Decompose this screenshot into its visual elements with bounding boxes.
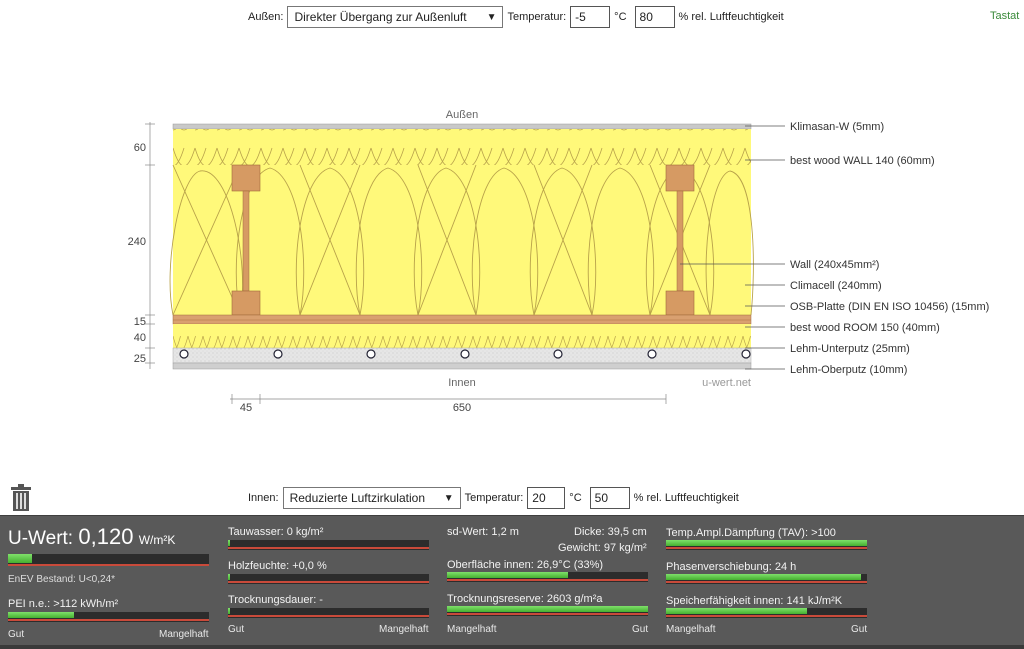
dim-left-3: 15 [134,316,146,328]
dim-left-2: 240 [128,236,146,248]
gewicht-label: Gewicht: 97 kg/m² [558,542,647,554]
scale-gut-3: Gut [632,624,649,635]
outside-temp-input[interactable]: -5 [570,6,611,28]
outside-humidity-input[interactable]: 80 [634,6,675,28]
uwert-bar [8,554,209,566]
wood-stud-right [665,164,695,316]
callout-lehm-unterputz: Lehm-Unterputz (25mm) [790,343,910,355]
layer-klimasan [172,123,752,130]
dim-bottom-1: 45 [240,402,252,414]
trash-icon[interactable] [9,484,33,512]
callout-bestwood-wall: best wood WALL 140 (60mm) [790,155,935,167]
dim-left-1: 60 [134,142,146,154]
speicher-label: Speicherfähigkeit innen: 141 kJ/m²K [666,595,843,607]
tauwasser-label: Tauwasser: 0 kg/m² [228,526,324,538]
trocknungsreserve-bar [447,606,648,616]
tav-bar [666,540,867,550]
scale-mangelhaft-1: Mangelhaft [159,629,209,640]
inside-condition-value: Reduzierte Luftzirkulation [289,491,425,505]
scale-gut-2: Gut [228,624,245,635]
layer-climacell [173,165,751,315]
scale-gut-4: Gut [851,624,868,635]
oberflaeche-label: Oberfläche innen: 26,9°C (33%) [447,559,604,571]
layer-osb [172,314,752,325]
outside-humidity-unit: % rel. Luftfeuchtigkeit [678,11,784,23]
heating-pipes [179,349,751,359]
scale-gut-1: Gut [8,629,25,640]
scale-mangelhaft-2: Mangelhaft [379,624,429,635]
holzfeuchte-bar [228,574,429,584]
callout-wall: Wall (240x45mm²) [790,259,879,271]
results-panel: U-Wert: 0,120 W/m²K EnEV Bestand: U<0,24… [0,515,1024,649]
trocknungsdauer-label: Trocknungsdauer: - [228,594,323,606]
inside-temp-input[interactable]: 20 [527,487,566,509]
pei-label: PEI n.e.: >112 kWh/m² [8,598,119,610]
uwert-display: U-Wert: 0,120 W/m²K [8,524,175,550]
inside-humidity-input[interactable]: 50 [589,487,630,509]
chevron-down-icon: ▼ [486,11,497,23]
uwert-value: 0,120 [78,524,134,549]
tastat-link[interactable]: Tastat [990,10,1020,22]
trocknungsreserve-label: Trocknungsreserve: 2603 g/m²a [447,593,603,605]
layer-lehm-oberputz [172,362,752,370]
inside-side-label: Innen [448,377,476,389]
pei-bar [8,612,209,622]
inside-conditions-bar: Innen: Reduzierte Luftzirkulation ▼ Temp… [248,487,739,509]
phasen-bar [666,574,867,584]
sd-wert-label: sd-Wert: 1,2 m [447,526,519,538]
scale-mangelhaft-4: Mangelhaft [666,624,716,635]
tauwasser-bar [228,540,429,550]
outside-condition-value: Direkter Übergang zur Außenluft [294,10,467,24]
callout-osb: OSB-Platte (DIN EN ISO 10456) (15mm) [790,301,989,313]
trocknungsdauer-bar [228,608,429,618]
wall-cross-section-drawing: Außen Innen u-wert. [128,109,990,414]
speicher-bar [666,608,867,618]
outside-conditions-bar: Außen: Direkter Übergang zur Außenluft ▼… [0,0,1024,36]
dicke-label: Dicke: 39,5 cm [574,526,647,538]
inside-temp-label: Temperatur: [464,492,524,504]
bottom-border [0,645,1024,649]
outside-temp-label: Temperatur: [507,11,567,23]
callout-lehm-oberputz: Lehm-Oberputz (10mm) [790,364,907,376]
chevron-down-icon: ▼ [443,492,454,504]
phasen-label: Phasenverschiebung: 24 h [666,561,797,573]
callout-bestwood-room: best wood ROOM 150 (40mm) [790,322,940,334]
scale-mangelhaft-3: Mangelhaft [447,624,497,635]
dim-left-4: 40 [134,332,146,344]
outside-condition-select[interactable]: Direkter Übergang zur Außenluft ▼ [287,6,504,28]
uwert-unit: W/m²K [138,533,176,547]
dim-bottom-2: 650 [453,402,471,414]
inside-condition-select[interactable]: Reduzierte Luftzirkulation ▼ [282,487,461,509]
inside-label: Innen: [248,492,279,504]
outside-temp-unit: °C [614,11,627,23]
uwert-label: U-Wert: [8,528,74,549]
watermark: u-wert.net [702,377,751,389]
wood-stud-left [231,164,261,316]
oberflaeche-bar [447,572,648,582]
inside-humidity-unit: % rel. Luftfeuchtigkeit [633,492,739,504]
holzfeuchte-label: Holzfeuchte: +0,0 % [228,560,327,572]
dim-left-5: 25 [134,353,146,365]
callout-klimasan: Klimasan-W (5mm) [790,121,884,133]
tav-label: Temp.Ampl.Dämpfung (TAV): >100 [666,527,836,539]
inside-temp-unit: °C [569,492,582,504]
callout-climacell: Climacell (240mm) [790,280,882,292]
enev-reference: EnEV Bestand: U<0,24* [8,574,116,585]
outside-side-label: Außen [446,109,478,121]
outside-label: Außen: [248,11,284,23]
